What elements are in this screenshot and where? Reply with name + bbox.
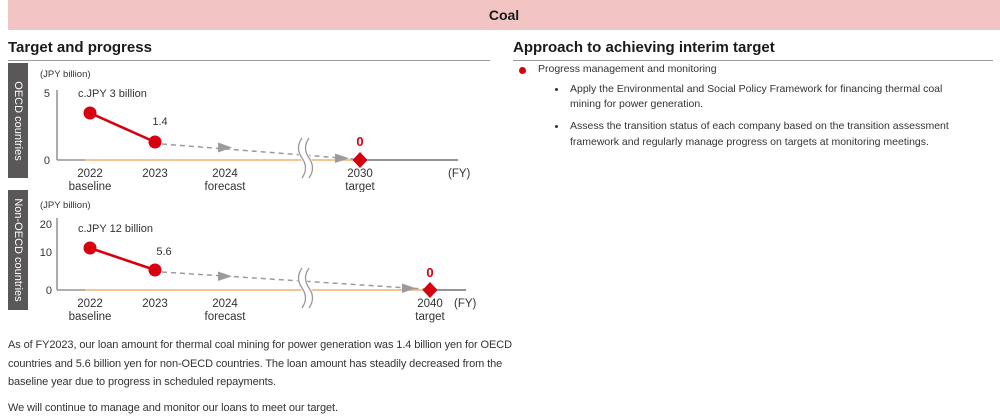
non-oecd-side-label: Non-OECD countries bbox=[12, 198, 24, 302]
non-oecd-unit-label: (JPY billion) bbox=[40, 200, 91, 211]
commentary: As of FY2023, our loan amount for therma… bbox=[8, 336, 523, 417]
non-oecd-chart: (JPY billion) 20 10 0 c.JPY 12 billion 5… bbox=[40, 200, 477, 323]
oecd-ytick-0: 0 bbox=[44, 155, 50, 167]
commentary-paragraph-2: We will continue to manage and monitor o… bbox=[8, 402, 338, 415]
non-oecd-axis-break-gap bbox=[297, 265, 314, 311]
oecd-axis-break-gap bbox=[297, 135, 314, 181]
main-bullet-text: Progress management and monitoring bbox=[538, 63, 717, 75]
banner: Coal bbox=[8, 0, 1000, 30]
oecd-forecast-dashed-line bbox=[161, 143, 355, 160]
oecd-xtick-target: target bbox=[345, 181, 375, 192]
non-oecd-axis-break-mark bbox=[297, 267, 307, 309]
dot-bullet-icon bbox=[555, 88, 558, 91]
left-section-heading: Target and progress bbox=[8, 39, 490, 61]
oecd-target-diamond bbox=[352, 152, 368, 168]
red-bullet-icon bbox=[519, 67, 526, 74]
oecd-chart: (JPY billion) 5 0 c.JPY 3 billion 1.4 0 … bbox=[40, 69, 471, 192]
non-oecd-xtick-2022: 2022 bbox=[77, 298, 103, 310]
oecd-2023-value-label: 1.4 bbox=[152, 116, 167, 128]
oecd-point-2023 bbox=[148, 135, 162, 149]
sub-bullet: Apply the Environmental and Social Polic… bbox=[555, 82, 975, 112]
oecd-axis-break-mark bbox=[297, 137, 307, 179]
non-oecd-point-2022 bbox=[83, 241, 97, 255]
oecd-xtick-2022: 2022 bbox=[77, 168, 103, 180]
non-oecd-baseline-annotation: c.JPY 12 billion bbox=[78, 223, 153, 235]
right-section-heading: Approach to achieving interim target bbox=[513, 39, 993, 61]
non-oecd-side-bar: Non-OECD countries bbox=[8, 190, 28, 310]
oecd-axis-break-mark bbox=[304, 137, 314, 179]
non-oecd-target-value-label: 0 bbox=[426, 265, 433, 280]
oecd-actual-line bbox=[89, 111, 156, 144]
non-oecd-ytick-0: 0 bbox=[46, 285, 52, 297]
oecd-forecast-arrowhead-1 bbox=[218, 142, 232, 153]
oecd-target-value-label: 0 bbox=[356, 134, 363, 149]
oecd-side-label: OECD countries bbox=[12, 80, 24, 161]
non-oecd-target-diamond bbox=[422, 282, 438, 298]
commentary-paragraph-1: As of FY2023, our loan amount for therma… bbox=[8, 339, 512, 389]
dot-bullet-icon bbox=[555, 125, 558, 129]
non-oecd-xtick-target: target bbox=[415, 311, 445, 323]
non-oecd-ytick-20: 20 bbox=[40, 219, 52, 231]
non-oecd-xtick-2040: 2040 bbox=[417, 298, 443, 310]
oecd-xtick-forecast: forecast bbox=[205, 181, 247, 192]
non-oecd-forecast-arrowhead-1 bbox=[218, 271, 232, 281]
oecd-xtick-2024: 2024 bbox=[212, 168, 238, 180]
non-oecd-xtick-2023: 2023 bbox=[142, 298, 168, 310]
non-oecd-xtick-forecast: forecast bbox=[205, 311, 247, 323]
sub-bullet-text: Assess the transition status of each com… bbox=[570, 120, 949, 148]
oecd-fy-label: (FY) bbox=[448, 168, 471, 180]
oecd-xtick-baseline: baseline bbox=[69, 181, 112, 192]
non-oecd-actual-line bbox=[89, 246, 156, 272]
non-oecd-forecast-arrowhead-2 bbox=[402, 283, 416, 293]
non-oecd-xtick-2024: 2024 bbox=[212, 298, 238, 310]
page-title: Coal bbox=[488, 7, 520, 23]
oecd-xtick-2023: 2023 bbox=[142, 168, 168, 180]
main-bullet: Progress management and monitoring bbox=[513, 63, 993, 75]
non-oecd-forecast-dashed-line bbox=[161, 271, 425, 290]
non-oecd-xtick-baseline: baseline bbox=[69, 311, 112, 323]
non-oecd-point-2023 bbox=[148, 263, 162, 277]
non-oecd-2023-value-label: 5.6 bbox=[156, 246, 171, 258]
non-oecd-axis-break-mark bbox=[304, 267, 314, 309]
oecd-forecast-arrowhead-2 bbox=[335, 153, 349, 163]
non-oecd-ytick-10: 10 bbox=[40, 247, 52, 259]
oecd-point-2022 bbox=[83, 106, 97, 120]
oecd-side-bar: OECD countries bbox=[8, 63, 28, 178]
oecd-unit-label: (JPY billion) bbox=[40, 69, 91, 80]
approach-bullet-list: Progress management and monitoring Apply… bbox=[513, 63, 993, 150]
sub-bullet-text: Apply the Environmental and Social Polic… bbox=[570, 83, 943, 111]
oecd-ytick-5: 5 bbox=[44, 88, 50, 100]
sub-bullet: Assess the transition status of each com… bbox=[555, 119, 975, 149]
oecd-xtick-2030: 2030 bbox=[347, 168, 373, 180]
oecd-baseline-annotation: c.JPY 3 billion bbox=[78, 88, 147, 100]
non-oecd-fy-label: (FY) bbox=[454, 298, 477, 310]
